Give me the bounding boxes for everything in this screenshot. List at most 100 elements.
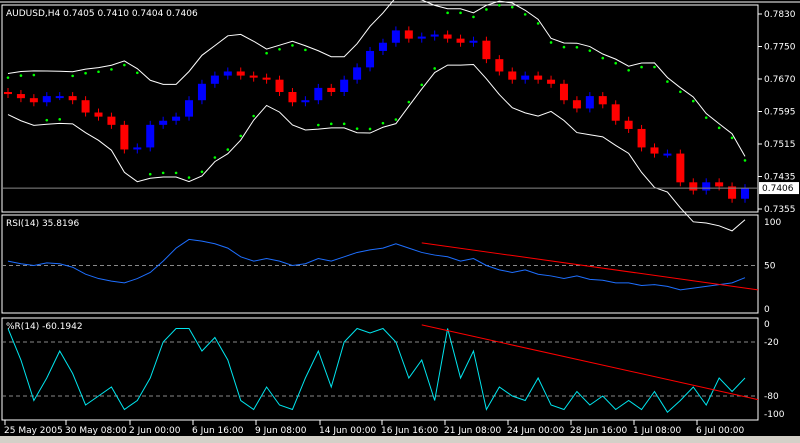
sar-dot	[730, 136, 734, 140]
price-tick-label: 0.7595	[764, 108, 796, 118]
candle	[107, 116, 116, 125]
indicator-tick-label: -100	[764, 410, 785, 420]
candle	[715, 182, 724, 187]
time-tick-label: 16 Jun 16:00	[381, 426, 438, 436]
sar-dot	[614, 61, 618, 65]
sar-dot	[498, 3, 501, 7]
candle	[236, 71, 245, 76]
sar-dot	[459, 11, 462, 15]
candle	[534, 75, 543, 80]
candle	[314, 87, 323, 101]
candle	[391, 30, 400, 43]
time-tick-label: 9 Jun 08:00	[255, 426, 307, 436]
candle	[689, 182, 698, 191]
candle	[16, 94, 25, 99]
sar-dot	[342, 122, 346, 126]
current-price-box	[759, 182, 799, 195]
sar-dot	[239, 134, 243, 138]
price-panel	[1, 4, 759, 213]
sar-dot	[45, 118, 49, 122]
lower-band	[7, 63, 746, 232]
candle	[482, 40, 491, 60]
candle	[469, 40, 478, 43]
indicator-line	[7, 238, 746, 291]
sar-dot	[704, 116, 708, 119]
sar-dot	[549, 41, 553, 44]
sar-dot	[135, 71, 139, 75]
indicator-tick-label: -80	[764, 392, 779, 402]
candle	[55, 96, 64, 99]
candle	[353, 67, 362, 80]
current-price-label: 0.7406	[762, 184, 794, 194]
sar-dot	[433, 67, 436, 70]
candle	[197, 83, 206, 101]
sar-dot	[472, 15, 475, 19]
sar-dot	[653, 65, 656, 69]
candle	[611, 104, 620, 121]
indicator-tick-label: 0	[764, 305, 770, 315]
sar-dot	[420, 83, 424, 87]
sar-dot	[717, 126, 721, 130]
trendline	[421, 324, 759, 401]
sar-dot	[743, 159, 747, 162]
candle	[741, 188, 749, 199]
sar-dot	[97, 70, 100, 74]
upper-band	[7, 0, 746, 157]
candle	[327, 87, 336, 92]
candle	[42, 96, 51, 103]
sar-dot	[71, 74, 74, 78]
candle	[508, 71, 517, 80]
trendline	[421, 242, 759, 291]
candle	[495, 59, 504, 72]
candle	[637, 128, 646, 148]
tab-bar	[0, 436, 800, 443]
candle	[275, 79, 284, 92]
candle	[120, 124, 129, 150]
candle	[210, 75, 219, 84]
sar-dot	[691, 99, 695, 103]
indicator-tick-label: -20	[764, 338, 779, 348]
price-tick-label: 0.7435	[764, 173, 796, 183]
sar-dot	[381, 121, 385, 125]
candle	[430, 34, 439, 37]
candle	[624, 120, 633, 129]
rsi-label: RSI(14) 35.8196	[6, 219, 79, 229]
sar-dot	[32, 73, 36, 77]
candle	[288, 92, 297, 103]
sar-dot	[446, 11, 449, 15]
sar-dot	[627, 69, 630, 72]
sar-dot	[640, 65, 643, 69]
candle	[417, 36, 426, 39]
sar-dot	[536, 22, 540, 25]
candle	[81, 100, 90, 113]
time-tick-label: 30 May 08:00	[65, 426, 127, 436]
time-tick-label: 21 Jun 08:00	[444, 426, 501, 436]
candle	[521, 75, 530, 80]
candle	[185, 100, 194, 117]
sar-dot	[84, 71, 87, 75]
candle	[133, 147, 142, 150]
sar-dot	[368, 127, 372, 131]
sar-dot	[575, 46, 579, 49]
candle	[559, 83, 568, 101]
candle	[702, 182, 711, 191]
indicator-line	[7, 327, 746, 413]
time-tick-label: 1 Jul 08:00	[633, 426, 682, 436]
time-tick-label: 24 Jun 00:00	[507, 426, 564, 436]
time-tick-label: 14 Jun 00:00	[319, 426, 376, 436]
sar-dot	[407, 100, 411, 104]
sar-dot	[485, 8, 488, 11]
price-tick-label: 0.7750	[764, 43, 796, 53]
candle	[650, 147, 659, 154]
indicator-tick-label: 50	[764, 262, 776, 272]
candle	[378, 42, 387, 51]
sar-dot	[58, 118, 62, 121]
price-tick-label: 0.7355	[764, 205, 796, 215]
candle	[366, 50, 375, 68]
candle	[68, 96, 77, 101]
sar-dot	[161, 171, 165, 175]
rsi-panel	[1, 214, 759, 314]
sar-dot	[666, 80, 669, 83]
